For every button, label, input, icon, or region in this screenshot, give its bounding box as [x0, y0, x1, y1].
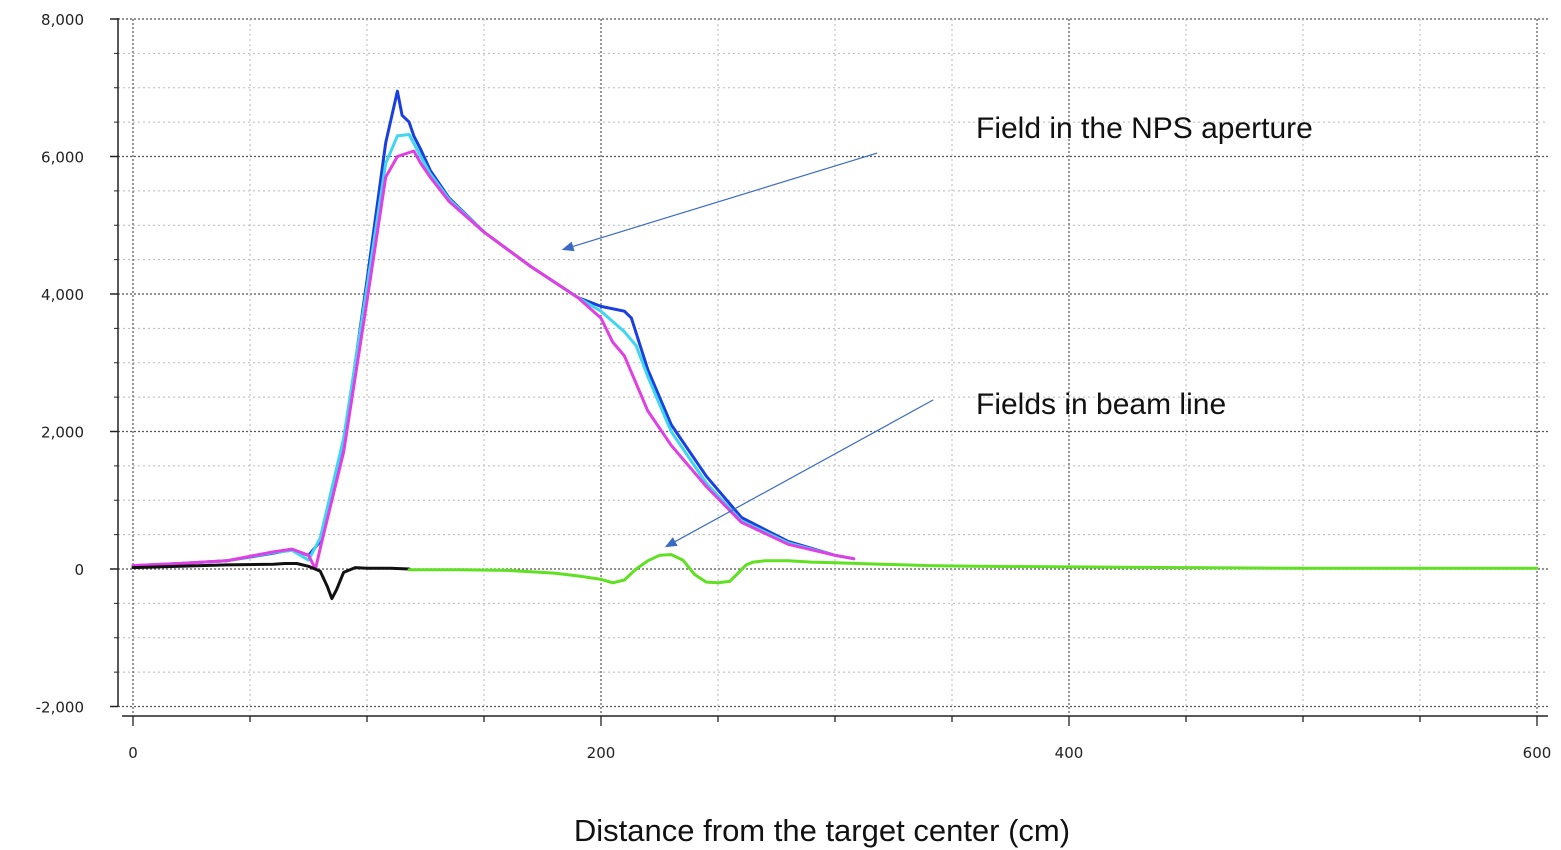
series-line-3 [131, 149, 856, 571]
y-tick-label: 2,000 [41, 424, 84, 442]
series-layer [131, 89, 1539, 601]
annotation-label: Field in the NPS aperture [976, 112, 1313, 145]
y-tick-label: -2,000 [36, 699, 84, 717]
x-tick-label: 600 [1523, 744, 1552, 762]
x-tick-label: 200 [587, 744, 616, 762]
annotation-arrow [561, 152, 878, 252]
x-tick-label: 0 [128, 744, 138, 762]
series-line-4 [131, 562, 411, 601]
annotations-layer: Field in the NPS aperture Fields in beam … [561, 112, 1313, 548]
y-tick-label: 6,000 [41, 149, 84, 167]
x-tick-label: 400 [1055, 744, 1084, 762]
y-tick-label: 0 [74, 561, 84, 579]
axes [117, 18, 1548, 717]
y-tick-label: 4,000 [41, 286, 84, 304]
axis-ticks: 8,000 6,000 4,000 2,000 0 -2,000 0 200 400 600 [36, 11, 1552, 762]
series-line-5 [407, 553, 1539, 585]
annotation-arrow [664, 399, 934, 548]
x-axis-label: Distance from the target center (cm) [574, 813, 1070, 848]
annotation-label: Fields in beam line [976, 388, 1226, 421]
grid-lines [118, 18, 1548, 713]
series-line-2 [131, 133, 856, 568]
y-tick-label: 8,000 [41, 11, 84, 29]
